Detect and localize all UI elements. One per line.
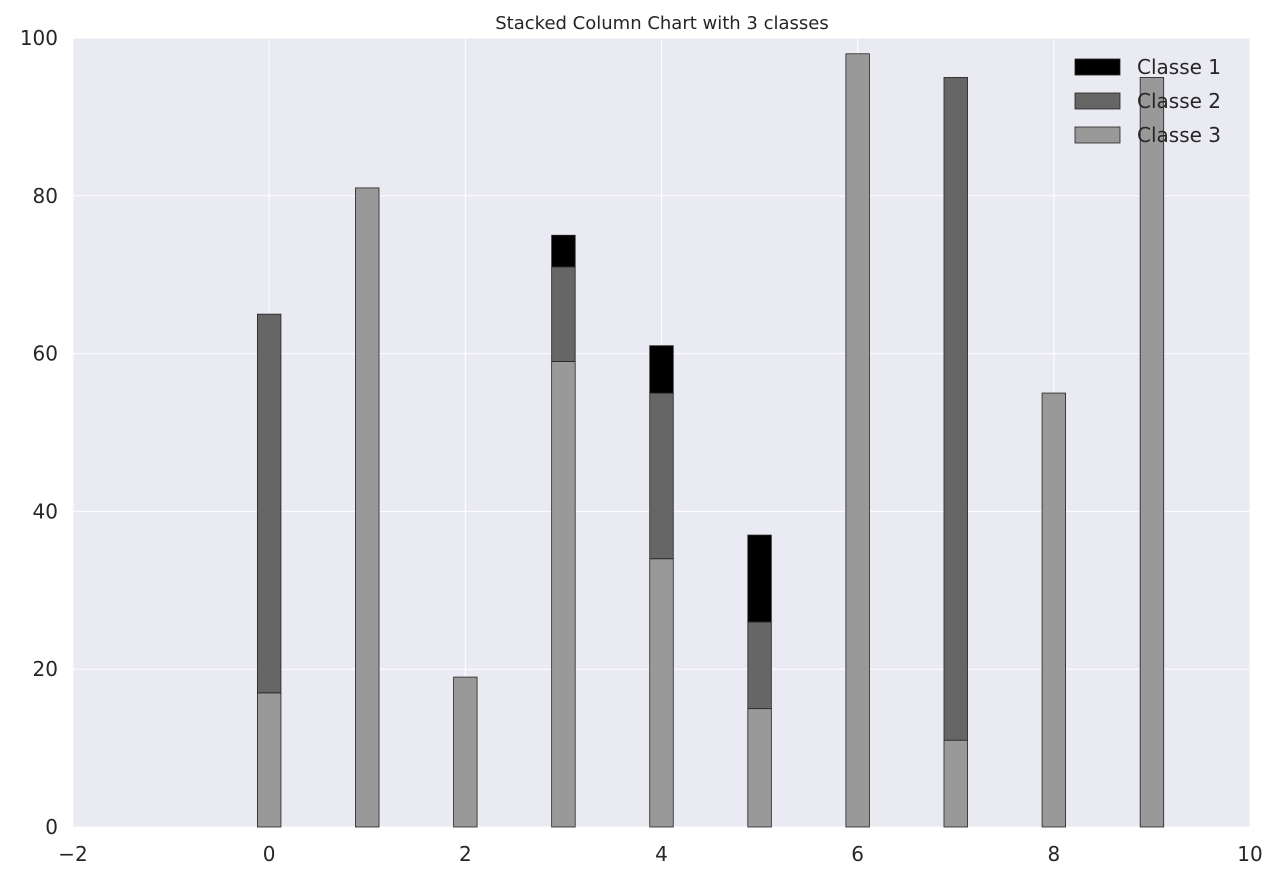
bar-classe-2-x4 <box>649 392 674 560</box>
y-tick-label: 0 <box>45 815 58 839</box>
bar-classe-3-x4 <box>649 558 674 828</box>
y-tick-label: 80 <box>33 184 58 208</box>
bar-classe-1-x3 <box>551 234 576 268</box>
bar-classe-2-x7 <box>943 77 968 741</box>
legend-swatch-classe-3 <box>1074 126 1121 144</box>
legend-swatch-classe-1 <box>1074 58 1121 76</box>
bar-classe-2-x0 <box>256 313 282 694</box>
bar-classe-3-x9 <box>1139 77 1165 828</box>
x-tick-label: −2 <box>58 842 87 866</box>
bar-classe-3-x1 <box>355 187 380 828</box>
y-tick-label: 100 <box>20 26 58 50</box>
legend-label-classe-2: Classe 2 <box>1137 89 1221 113</box>
y-tick-label: 40 <box>33 499 58 523</box>
bar-classe-2-x3 <box>551 266 576 362</box>
chart-title: Stacked Column Chart with 3 classes <box>495 13 828 34</box>
y-tick-label: 20 <box>33 657 58 681</box>
y-axis-ticks: 0 20 40 60 80 100 <box>20 26 58 839</box>
legend: Classe 1 Classe 2 Classe 3 <box>1074 55 1221 147</box>
x-tick-label: 2 <box>459 842 472 866</box>
x-axis-ticks: −2 0 2 4 6 8 10 <box>58 842 1262 866</box>
bar-classe-1-x4 <box>649 345 674 394</box>
x-tick-label: 10 <box>1237 842 1262 866</box>
y-tick-label: 60 <box>33 342 58 366</box>
legend-swatch-classe-2 <box>1074 92 1121 110</box>
bar-classe-3-x5 <box>747 708 772 828</box>
x-tick-label: 0 <box>263 842 276 866</box>
bar-classe-3-x7 <box>943 739 968 828</box>
x-tick-label: 4 <box>655 842 668 866</box>
bar-classe-3-x0 <box>256 692 282 828</box>
legend-label-classe-1: Classe 1 <box>1137 55 1221 79</box>
bar-classe-3-x6 <box>845 53 870 828</box>
x-tick-label: 6 <box>851 842 864 866</box>
x-tick-label: 8 <box>1047 842 1060 866</box>
bar-classe-3-x2 <box>453 676 478 828</box>
bar-classe-3-x8 <box>1041 392 1067 828</box>
bar-classe-2-x5 <box>747 621 772 710</box>
bar-classe-1-x5 <box>747 534 772 623</box>
bar-classe-3-x3 <box>551 361 576 828</box>
legend-label-classe-3: Classe 3 <box>1137 123 1221 147</box>
bars-group <box>256 53 1165 828</box>
